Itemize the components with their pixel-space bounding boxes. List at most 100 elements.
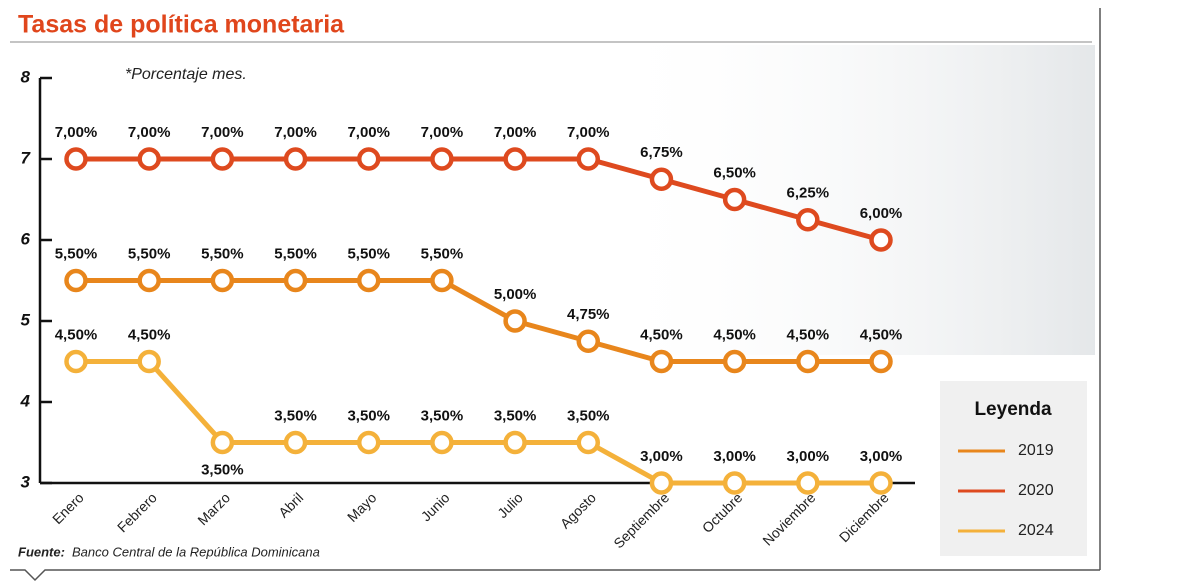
- value-label: 4,50%: [640, 326, 683, 343]
- y-tick-label: 8: [21, 67, 31, 86]
- legend-box: [940, 381, 1087, 556]
- x-tick-label: Marzo: [194, 489, 233, 528]
- value-label: 7,00%: [201, 124, 244, 141]
- y-tick-label: 6: [21, 229, 31, 248]
- value-label: 3,00%: [640, 448, 683, 465]
- y-tick-label: 4: [20, 391, 31, 410]
- data-point: [576, 430, 601, 455]
- value-label: 5,50%: [55, 245, 98, 262]
- chart-title: Tasas de política monetaria: [18, 11, 345, 39]
- value-label: 4,50%: [713, 326, 756, 343]
- x-tick-label: Mayo: [344, 489, 380, 525]
- value-label: 7,00%: [128, 124, 171, 141]
- source-label: Fuente:: [18, 544, 65, 559]
- x-tick-label: Julio: [494, 489, 526, 521]
- data-point: [796, 349, 820, 374]
- data-point: [430, 430, 454, 455]
- x-tick-label: Septiembre: [610, 489, 672, 551]
- source: Banco Central de la República Dominicana: [72, 544, 320, 559]
- value-label: 6,75%: [640, 144, 683, 161]
- data-point: [137, 349, 161, 374]
- value-label: 7,00%: [567, 124, 610, 141]
- x-tick-label: Enero: [49, 489, 87, 527]
- y-tick-label: 3: [21, 472, 31, 491]
- legend-title: Leyenda: [974, 399, 1052, 420]
- x-tick-label: Junio: [418, 489, 453, 524]
- value-label: 3,50%: [347, 407, 390, 424]
- value-label: 3,50%: [494, 407, 537, 424]
- data-point: [869, 471, 893, 495]
- series-line: [76, 278, 881, 364]
- data-point: [722, 187, 747, 212]
- value-label: 6,50%: [713, 164, 756, 181]
- data-point: [430, 147, 454, 171]
- data-point: [796, 208, 820, 232]
- data-point: [503, 430, 527, 455]
- value-label: 3,00%: [787, 448, 830, 465]
- value-label: 5,50%: [274, 245, 317, 262]
- value-label: 5,50%: [201, 245, 244, 262]
- x-tick-label: Agosto: [557, 489, 599, 531]
- value-label: 4,50%: [860, 326, 903, 343]
- value-label: 3,50%: [421, 407, 464, 424]
- x-tick-label: Diciembre: [836, 489, 892, 545]
- x-tick-label: Febrero: [114, 489, 160, 535]
- frame: [10, 569, 1100, 582]
- data-point: [576, 329, 601, 353]
- data-point: [210, 147, 235, 171]
- data-point: [64, 268, 88, 293]
- data-point: [356, 430, 381, 455]
- value-label: 3,00%: [860, 448, 903, 465]
- value-label: 5,50%: [347, 245, 390, 262]
- value-label: 7,00%: [274, 124, 317, 141]
- data-point: [649, 471, 674, 495]
- legend-label: 2020: [1018, 482, 1054, 499]
- x-tick-label: Noviembre: [759, 489, 818, 548]
- data-point: [869, 349, 893, 374]
- x-tick-label: Octubre: [699, 489, 746, 536]
- data-point: [430, 268, 454, 293]
- data-point: [356, 147, 381, 171]
- data-point: [283, 268, 308, 293]
- value-label: 5,50%: [421, 245, 464, 262]
- value-label: 6,00%: [860, 205, 903, 222]
- data-point: [722, 349, 747, 374]
- data-point: [210, 430, 235, 455]
- value-label: 4,50%: [787, 326, 830, 343]
- data-point: [64, 349, 88, 374]
- value-label: 6,25%: [787, 185, 830, 202]
- value-label: 7,00%: [347, 124, 390, 141]
- data-point: [503, 147, 527, 171]
- data-point: [649, 167, 674, 191]
- y-tick-label: 5: [21, 310, 31, 329]
- data-point: [283, 430, 308, 455]
- series-line: [76, 156, 882, 243]
- value-label: 7,00%: [55, 124, 98, 141]
- data-point: [722, 471, 747, 495]
- legend-label: 2019: [1018, 442, 1054, 459]
- value-label: 3,00%: [713, 448, 756, 465]
- y-tick-label: 7: [21, 148, 32, 167]
- data-point: [137, 268, 161, 293]
- value-label: 4,75%: [567, 306, 610, 323]
- data-point: [503, 309, 527, 333]
- value-label: 3,50%: [567, 407, 610, 424]
- value-label: 7,00%: [494, 124, 537, 141]
- value-label: 5,00%: [494, 286, 537, 303]
- value-label: 4,50%: [128, 326, 171, 343]
- data-point: [356, 268, 381, 293]
- data-point: [869, 228, 893, 252]
- data-point: [283, 147, 308, 171]
- data-point: [576, 147, 601, 171]
- value-label: 3,50%: [201, 461, 244, 478]
- data-point: [137, 147, 161, 171]
- data-point: [64, 147, 88, 171]
- subtitle: *Porcentaje mes.: [125, 66, 247, 83]
- x-tick-label: Abril: [275, 489, 306, 520]
- data-point: [796, 471, 820, 495]
- background-image: [600, 45, 1095, 355]
- series-line: [76, 359, 881, 486]
- value-label: 7,00%: [421, 124, 464, 141]
- data-point: [210, 268, 235, 293]
